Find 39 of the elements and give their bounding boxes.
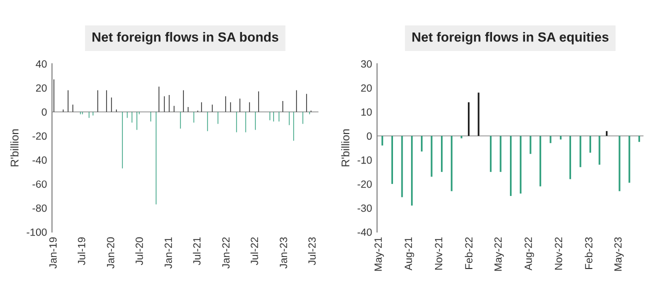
chart-title: Net foreign flows in SA equities: [412, 32, 608, 44]
y-axis-title: R'billion: [341, 129, 350, 166]
x-tick-label: Jul-19: [78, 237, 86, 266]
y-tick-label: 10: [361, 108, 372, 116]
chart-title: Net foreign flows in SA bonds: [92, 32, 278, 44]
x-tick-label: Nov-21: [434, 237, 442, 270]
x-tick-label: Jan-20: [106, 237, 114, 269]
x-tick-label: Jan-21: [164, 237, 172, 269]
x-tick-label: Feb-23: [584, 237, 592, 270]
y-tick-label: -40: [358, 228, 372, 236]
x-tick-label: Aug-21: [404, 237, 414, 270]
y-tick-label: 40: [36, 60, 47, 68]
y-tick-label: 0: [366, 132, 372, 140]
y-tick-label: -10: [358, 156, 372, 164]
y-tick-label: 20: [361, 84, 372, 92]
y-tick-label: -100: [26, 228, 47, 236]
y-tick-label: -60: [32, 180, 47, 188]
x-tick-label: Jul-20: [135, 237, 143, 266]
x-tick-label: Jan-19: [49, 237, 57, 269]
x-tick-label: Jan-23: [280, 237, 288, 269]
y-tick-label: -20: [358, 180, 372, 188]
x-tick-label: Jul-22: [250, 237, 258, 266]
x-tick-label: Nov-22: [554, 237, 562, 270]
y-tick-label: 30: [361, 60, 372, 68]
x-tick-label: Jan-22: [222, 237, 230, 269]
y-tick-label: -20: [32, 132, 47, 140]
y-axis-title: R'billion: [10, 129, 19, 166]
y-tick-label: 20: [36, 84, 47, 92]
y-tick-label: -80: [32, 204, 47, 212]
x-tick-label: May-22: [494, 237, 504, 271]
x-tick-label: Aug-22: [524, 237, 534, 270]
x-tick-label: Jul-21: [192, 237, 201, 266]
y-tick-label: 0: [42, 108, 47, 116]
y-tick-label: -30: [358, 204, 372, 212]
x-tick-label: May-21: [374, 237, 384, 271]
x-tick-label: Feb-22: [464, 237, 472, 270]
x-tick-label: Jul-23: [308, 237, 316, 266]
x-tick-label: May-23: [614, 237, 624, 271]
y-tick-label: -40: [32, 156, 47, 164]
